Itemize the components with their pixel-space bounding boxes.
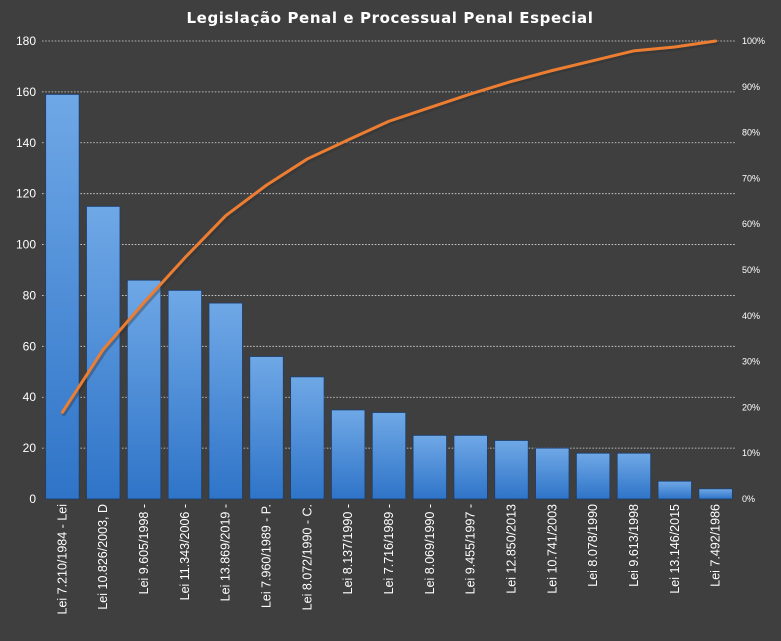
bar	[698, 488, 733, 500]
cumulative-line-shadow	[61, 40, 720, 417]
cumulative-point	[551, 69, 554, 72]
y2-tick-label: 40%	[742, 311, 760, 321]
cumulative-point	[469, 92, 472, 96]
x-tick-label: Lei 9.605/1998 -	[137, 504, 151, 594]
bar	[86, 205, 121, 500]
bar	[371, 412, 407, 500]
x-tick-label: Lei 13.869/2019 -	[219, 504, 233, 601]
cumulative-point	[61, 411, 64, 414]
y-tick-label: 80	[23, 288, 37, 302]
x-tick-label: Lei 8.072/1990 - C.	[300, 504, 314, 610]
cumulative-point	[510, 80, 513, 83]
y-tick-label: 40	[23, 390, 37, 404]
bar	[412, 434, 447, 500]
x-tick-label: Lei 13.146/2015	[668, 504, 682, 594]
bar	[45, 94, 80, 500]
bar	[249, 356, 284, 500]
cumulative-point	[142, 301, 146, 304]
y-tick-label: 0	[29, 492, 36, 506]
bar	[575, 452, 611, 500]
cumulative-point	[387, 120, 391, 123]
cumulative-point	[632, 49, 636, 53]
y2-tick-label: 100%	[742, 36, 765, 46]
x-tick-label: Lei 8.078/1990	[586, 504, 600, 587]
x-tick-label: Lei 7.716/1989 -	[382, 504, 396, 594]
cumulative-point	[714, 39, 717, 43]
bar	[616, 452, 652, 500]
x-tick-label: Lei 9.613/1998	[627, 504, 641, 587]
bar	[126, 279, 162, 500]
y2-tick-label: 70%	[742, 173, 760, 183]
x-axis: Lei 7.210/1984 - Lei Lei 10.826/2003, D Le…	[55, 504, 722, 615]
right-axis: 0% 10% 20% 30% 40% 50% 60% 70% 80% 90% 100%	[742, 36, 765, 504]
y2-tick-label: 60%	[742, 219, 760, 229]
bar	[290, 376, 325, 500]
cumulative-point	[306, 157, 309, 161]
left-axis: 0 20 40 60 80 100 120 140 160 180	[16, 34, 36, 506]
y-tick-label: 120	[16, 187, 36, 201]
x-tick-label: Lei 10.826/2003, D	[96, 504, 110, 610]
x-tick-label: Lei 7.960/1989 - P.	[260, 504, 274, 608]
bar	[167, 289, 203, 500]
x-tick-label: Lei 9.455/1997 -	[464, 504, 478, 594]
cumulative-point	[183, 256, 187, 259]
y2-tick-label: 0%	[742, 494, 755, 504]
y-tick-label: 180	[16, 34, 36, 48]
y2-tick-label: 10%	[742, 448, 760, 458]
cumulative-point	[224, 214, 227, 217]
x-tick-label: Lei 8.069/1990 -	[423, 504, 437, 594]
y2-tick-label: 50%	[742, 265, 760, 275]
y2-tick-label: 30%	[742, 357, 760, 367]
x-tick-label: Lei 7.210/1984 - Lei	[55, 504, 69, 615]
cumulative-point	[265, 183, 268, 187]
cumulative-point	[591, 59, 595, 62]
x-tick-label: Lei 11.343/2006 -	[178, 504, 192, 600]
bar	[494, 440, 529, 500]
cumulative-point	[673, 45, 676, 49]
cumulative-line-layer	[60, 39, 720, 417]
x-tick-label: Lei 7.492/1986	[709, 504, 723, 587]
x-tick-label: Lei 8.137/1990 -	[341, 504, 355, 594]
bar	[208, 302, 243, 500]
cumulative-point	[428, 106, 432, 109]
y-tick-label: 140	[16, 136, 36, 150]
y2-tick-label: 20%	[742, 402, 760, 412]
y2-tick-label: 80%	[742, 128, 760, 138]
cumulative-point	[102, 348, 105, 351]
y2-tick-label: 90%	[742, 82, 760, 92]
chart-title: Legislação Penal e Processual Penal Espe…	[187, 9, 594, 27]
x-tick-label: Lei 10.741/2003	[545, 504, 559, 594]
y-tick-label: 160	[16, 85, 36, 99]
bar	[453, 434, 488, 500]
bars-layer	[45, 94, 733, 500]
bar	[657, 480, 692, 500]
y-tick-label: 100	[16, 238, 36, 252]
y-tick-label: 20	[23, 441, 37, 455]
cumulative-point	[346, 138, 350, 142]
bar	[535, 447, 570, 500]
bar	[331, 409, 366, 500]
y-tick-label: 60	[23, 339, 37, 353]
x-tick-label: Lei 12.850/2013	[504, 504, 518, 594]
